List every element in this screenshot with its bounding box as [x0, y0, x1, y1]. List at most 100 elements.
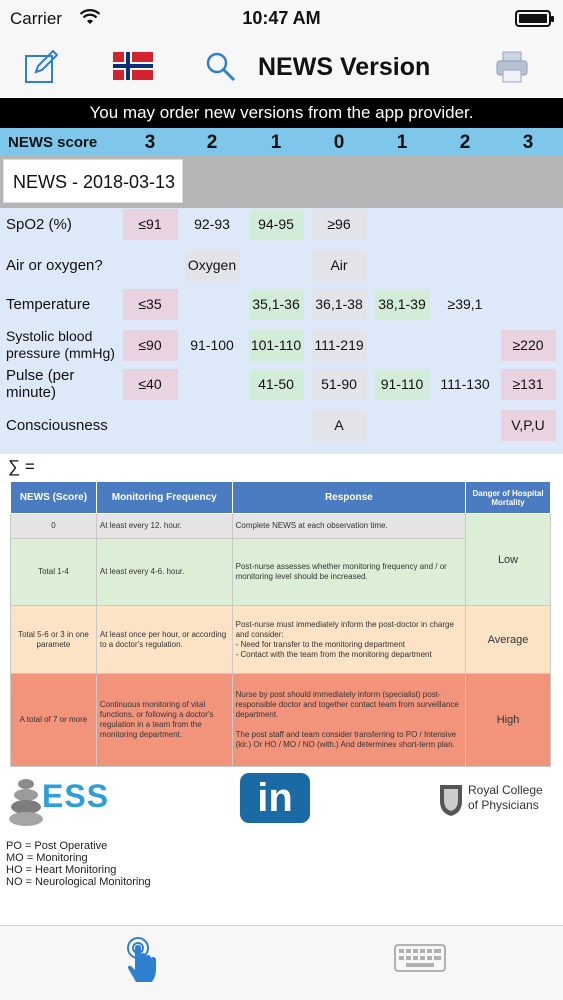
score-cell[interactable]: 36,1-38 [311, 289, 367, 320]
touch-icon[interactable] [124, 936, 160, 986]
score-cell[interactable]: ≥39,1 [447, 296, 483, 312]
score-cell[interactable]: 92-93 [194, 216, 230, 232]
score-cell[interactable]: 101-110 [248, 330, 304, 361]
score-cell[interactable]: ≤91 [122, 209, 178, 240]
printer-icon[interactable] [495, 50, 529, 84]
abbreviation-item: PO = Post Operative [6, 840, 108, 852]
tab-bar [0, 925, 563, 1000]
table-cell-frequency: At least once per hour, or according to … [95, 605, 233, 674]
param-label: Consciousness [6, 417, 108, 434]
table-cell-score: Total 5-6 or 3 in one paramete [10, 605, 97, 674]
param-label: Pulse (per minute) [6, 367, 75, 401]
table-cell-response: Complete NEWS at each observation time. [231, 513, 467, 539]
linkedin-logo[interactable]: in [240, 773, 310, 823]
score-cell[interactable]: V,P,U [500, 410, 556, 441]
abbreviation-item: HO = Heart Monitoring [6, 864, 117, 876]
status-bar: Carrier 10:47 AM [0, 0, 563, 36]
table-cell-score: A total of 7 or more [10, 673, 97, 767]
carrier-label: Carrier [10, 9, 62, 28]
norway-flag-icon[interactable] [113, 52, 153, 80]
score-col-1: 2 [206, 132, 218, 153]
rcp-logo-text: Royal College of Physicians [468, 783, 543, 812]
table-row: 0 At least every 12. hour. Complete NEWS… [10, 513, 551, 606]
logo-strip: ESS in Royal College of Physicians [0, 770, 563, 828]
score-cell[interactable]: A [311, 410, 367, 441]
table-cell-frequency: At least every 4-6. hour. [95, 538, 233, 606]
table-cell-frequency: At least every 12. hour. [95, 513, 233, 539]
rcp-logo[interactable]: Royal College of Physicians [438, 780, 548, 822]
score-cell[interactable]: 41-50 [248, 369, 304, 400]
score-cell[interactable]: ≤40 [122, 369, 178, 400]
score-cell[interactable]: ≤90 [122, 330, 178, 361]
score-col-5: 2 [459, 132, 471, 153]
score-cell[interactable]: 51-90 [311, 369, 367, 400]
score-cell[interactable]: 111-130 [440, 376, 490, 392]
keyboard-icon[interactable] [394, 944, 446, 972]
score-cell[interactable]: 91-110 [374, 369, 430, 400]
param-row-consciousness: Consciousness A V,P,U [0, 409, 563, 442]
table-row: A total of 7 or more Continuous monitori… [10, 673, 551, 767]
version-banner: You may order new versions from the app … [0, 98, 563, 128]
table-row: Total 1-4 At least every 4-6. hour. Post… [10, 538, 551, 606]
mortality-low: Low [465, 513, 551, 606]
table-header: Danger of Hospital Mortality [465, 481, 551, 514]
record-row: NEWS - 2018-03-13 [0, 156, 563, 208]
table-cell-response: Post-nurse assesses whether monitoring f… [231, 538, 467, 606]
param-label: Temperature [6, 296, 91, 313]
clock: 10:47 AM [242, 8, 321, 28]
table-cell-response: Post-nurse must immediately inform the p… [231, 605, 467, 674]
record-title[interactable]: NEWS - 2018-03-13 [3, 159, 183, 203]
score-col-4: 1 [396, 132, 408, 153]
score-cell[interactable]: 35,1-36 [248, 289, 304, 320]
abbreviation-item: NO = Neurological Monitoring [6, 876, 151, 888]
score-cell[interactable]: Oxygen [184, 250, 240, 281]
score-col-6: 3 [522, 132, 534, 153]
score-cell[interactable]: 91-100 [190, 337, 234, 353]
score-header-label: NEWS score [8, 134, 98, 151]
table-cell-frequency: Continuous monitoring of vital functions… [95, 673, 233, 767]
score-col-2: 1 [270, 132, 282, 153]
score-cell[interactable]: 94-95 [248, 209, 304, 240]
param-row-air-oxygen: Air or oxygen? Oxygen Air [0, 249, 563, 282]
param-label: SpO2 (%) [6, 216, 72, 233]
param-row-spo2: SpO2 (%) ≤91 92-93 94-95 ≥96 [0, 208, 563, 241]
sum-label: ∑ = [8, 457, 35, 476]
abbreviation-list: PO = Post Operative MO = Monitoring HO =… [6, 840, 151, 888]
table-row: Total 5-6 or 3 in one paramete At least … [10, 605, 551, 674]
score-cell[interactable]: 111-219 [311, 330, 367, 361]
param-row-temperature: Temperature ≤35 35,1-36 36,1-38 38,1-39 ≥39,… [0, 288, 563, 321]
table-header: NEWS (Score) [10, 481, 97, 514]
table-cell-response: Nurse by post should immediately inform … [231, 673, 467, 767]
search-icon[interactable] [204, 50, 238, 84]
battery-icon [515, 10, 554, 27]
nav-bar: NEWS Version [0, 36, 563, 98]
table-cell-score: Total 1-4 [10, 538, 97, 606]
table-header: Monitoring Frequency [95, 481, 233, 514]
score-cell[interactable]: Air [311, 250, 367, 281]
page-title: NEWS Version [258, 53, 431, 81]
ess-logo-text: ESS [42, 778, 110, 814]
mortality-high: High [465, 673, 551, 767]
param-row-pulse: Pulse (per minute) ≤40 41-50 51-90 91-110 11… [0, 367, 563, 401]
param-label: Systolic blood pressure (mmHg) [6, 328, 115, 361]
rcp-crest-icon [440, 785, 462, 816]
score-cell[interactable]: ≥131 [500, 369, 556, 400]
score-col-3: 0 [333, 132, 345, 153]
stones-icon [9, 779, 43, 826]
score-cell[interactable]: ≥220 [500, 330, 556, 361]
wifi-icon [80, 9, 100, 24]
param-label: Air or oxygen? [6, 257, 103, 274]
parameter-grid: SpO2 (%) ≤91 92-93 94-95 ≥96 Air or oxygen?… [0, 208, 563, 454]
news-reference-table: NEWS (Score) Monitoring Frequency Respon… [10, 481, 551, 767]
edit-icon[interactable] [24, 50, 58, 84]
table-header: Response [231, 481, 467, 514]
score-cell[interactable]: ≥96 [311, 209, 367, 240]
score-cell[interactable]: ≤35 [122, 289, 178, 320]
table-cell-score: 0 [10, 513, 97, 539]
param-row-systolic: Systolic blood pressure (mmHg) ≤90 91-100… [0, 328, 563, 362]
score-header: NEWS score 3 2 1 0 1 2 3 [0, 128, 563, 156]
ess-logo[interactable]: ESS [8, 772, 108, 828]
score-col-0: 3 [144, 132, 156, 153]
mortality-average: Average [465, 605, 551, 674]
score-cell[interactable]: 38,1-39 [374, 289, 430, 320]
